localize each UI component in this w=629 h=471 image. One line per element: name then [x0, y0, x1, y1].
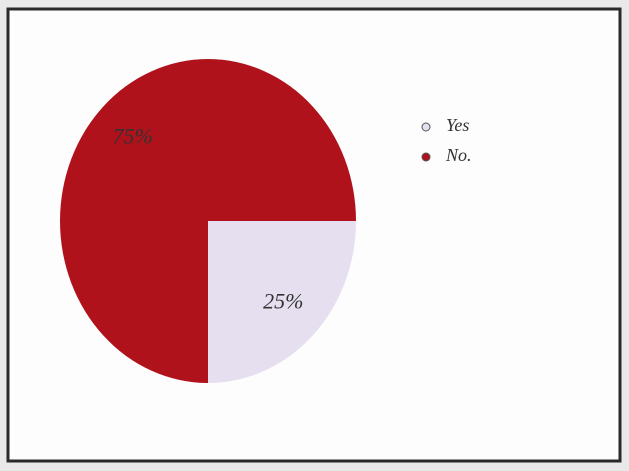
legend-label: Yes [446, 115, 469, 135]
legend-marker [421, 152, 431, 162]
legend-label: No. [445, 145, 472, 165]
pie-slice [208, 221, 356, 383]
slice-label: 75% [112, 124, 152, 149]
pie-slice [60, 59, 356, 383]
legend-marker [421, 122, 431, 132]
slice-label: 25% [263, 289, 303, 314]
